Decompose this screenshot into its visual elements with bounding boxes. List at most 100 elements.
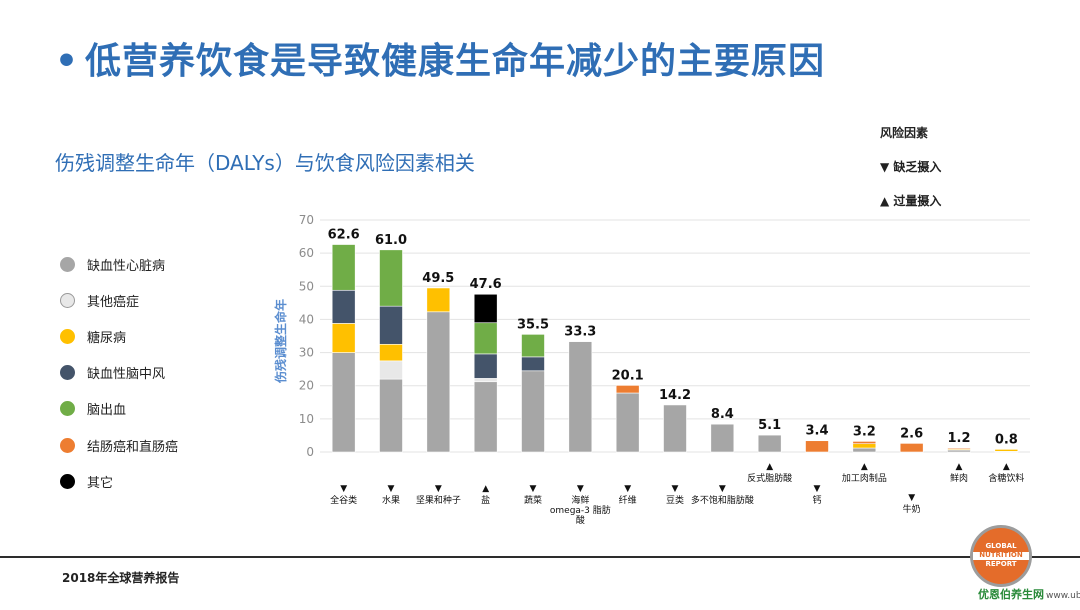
- category-label: 豆类: [666, 494, 684, 506]
- bar-segment: [994, 449, 1019, 452]
- logo-mid-text: NUTRITION: [973, 551, 1029, 560]
- bar-segment: [568, 341, 593, 453]
- bar-segment: [615, 385, 640, 394]
- bar-segment: [473, 322, 498, 355]
- category-label: 加工肉制品: [842, 472, 887, 484]
- category-arrow: ▼: [672, 484, 679, 494]
- bar-segment: [615, 392, 640, 453]
- legend-swatch: [60, 365, 75, 381]
- legend-item: 其他癌症: [60, 282, 178, 318]
- category-label: 含糖饮料: [988, 472, 1024, 484]
- bar-segment: [331, 323, 356, 353]
- bar-total-label: 0.8: [995, 432, 1018, 447]
- category-arrow: ▼: [388, 484, 395, 494]
- bar-segment: [331, 352, 356, 453]
- category-label: 海鲜: [571, 494, 589, 506]
- category-label: 多不饱和脂肪酸: [691, 494, 754, 506]
- footer-divider: [0, 556, 1080, 558]
- legend-item: 缺血性脑中风: [60, 355, 178, 391]
- y-tick-label: 10: [299, 412, 314, 426]
- bar-segment: [473, 293, 498, 324]
- bar-segment: [426, 311, 451, 453]
- risk-legend-title: 风险因素: [880, 126, 929, 140]
- bar-total-label: 1.2: [947, 431, 970, 446]
- y-tick-label: 20: [299, 379, 314, 393]
- category-label: 反式脂肪酸: [747, 472, 792, 484]
- legend-item: 缺血性心脏病: [60, 246, 178, 282]
- y-tick-label: 50: [299, 279, 314, 293]
- risk-legend-lack: ▼ 缺乏摄入: [880, 160, 942, 174]
- category-arrow: ▼: [530, 484, 537, 494]
- category-label: 鲜肉: [950, 472, 968, 484]
- bar-segment: [710, 423, 735, 453]
- legend-label: 其它: [87, 475, 114, 491]
- bar-total-label: 14.2: [659, 388, 691, 403]
- bar-segment: [473, 378, 498, 383]
- bar-segment: [379, 360, 403, 380]
- watermark-url: www.ubpai.cn: [1046, 591, 1080, 601]
- legend-item: 糖尿病: [60, 318, 178, 354]
- category-label: 盐: [481, 494, 490, 506]
- legend-label: 缺血性心脏病: [87, 258, 166, 274]
- bar-total-label: 35.5: [517, 317, 549, 332]
- category-label: 坚果和种子: [416, 494, 461, 506]
- bar-segment: [379, 343, 403, 362]
- category-arrow: ▲: [861, 462, 868, 472]
- bar-total-label: 5.1: [758, 418, 781, 433]
- category-arrow: ▼: [908, 493, 915, 503]
- bar-total-label: 8.4: [711, 407, 734, 422]
- bar-segment: [852, 443, 877, 449]
- y-tick-label: 30: [299, 346, 314, 360]
- risk-legend-excess: ▲ 过量摄入: [880, 194, 942, 208]
- bar-segment: [379, 249, 403, 307]
- bar-segment: [521, 356, 545, 372]
- bar-total-label: 3.4: [805, 424, 828, 439]
- slide-title: • 低营养饮食是导致健康生命年减少的主要原因: [55, 32, 825, 84]
- legend-swatch: [60, 473, 75, 489]
- y-tick-label: 40: [299, 312, 314, 326]
- bar-segment: [473, 381, 498, 453]
- bar-segment: [899, 443, 924, 453]
- legend-label: 缺血性脑中风: [87, 367, 166, 383]
- legend-swatch: [60, 292, 75, 308]
- category-label: omega-3 脂肪: [550, 504, 611, 516]
- y-tick-label: 60: [299, 246, 314, 260]
- bar-total-label: 61.0: [375, 233, 407, 248]
- title-text: 低营养饮食是导致健康生命年减少的主要原因: [85, 41, 826, 82]
- category-label: 水果: [382, 494, 400, 506]
- bar-segment: [852, 441, 877, 445]
- y-axis-label: 伤残调整生命年: [273, 299, 288, 384]
- bar-total-label: 3.2: [853, 424, 876, 439]
- bar-segment: [947, 447, 971, 450]
- legend-label: 其他癌症: [87, 294, 140, 310]
- category-arrow: ▼: [624, 484, 631, 494]
- logo-bottom-text: REPORT: [985, 559, 1017, 568]
- risk-factor-legend: 风险因素 ▼ 缺乏摄入 ▲ 过量摄入: [880, 124, 941, 226]
- legend-item: 其它: [60, 463, 178, 499]
- category-label: 纤维: [619, 494, 637, 506]
- category-label: 蔬菜: [524, 494, 542, 506]
- legend-swatch: [60, 437, 75, 453]
- bar-segment: [426, 287, 451, 313]
- bar-total-label: 49.5: [422, 271, 454, 286]
- bar-segment: [805, 440, 829, 453]
- bar-total-label: 62.6: [328, 228, 360, 243]
- legend-label: 糖尿病: [87, 330, 127, 346]
- category-label: 钙: [812, 494, 821, 506]
- legend-label: 脑出血: [87, 403, 127, 419]
- bar-segment: [521, 370, 545, 453]
- legend-item: 脑出血: [60, 391, 178, 427]
- bar-segment: [379, 378, 403, 453]
- category-arrow: ▲: [1003, 462, 1010, 472]
- category-arrow: ▼: [435, 484, 442, 494]
- bar-segment: [331, 289, 356, 324]
- category-label: 全谷类: [330, 494, 357, 506]
- bar-segment: [757, 434, 782, 453]
- stacked-bar-chart: 010203040506070伤残调整生命年62.6▼全谷类61.0▼水果49.…: [273, 213, 1030, 526]
- category-arrow: ▼: [814, 484, 821, 494]
- logo-top-text: GLOBAL: [985, 542, 1017, 551]
- legend-swatch: [60, 256, 75, 272]
- bar-segment: [521, 334, 545, 358]
- category-arrow: ▲: [482, 484, 489, 494]
